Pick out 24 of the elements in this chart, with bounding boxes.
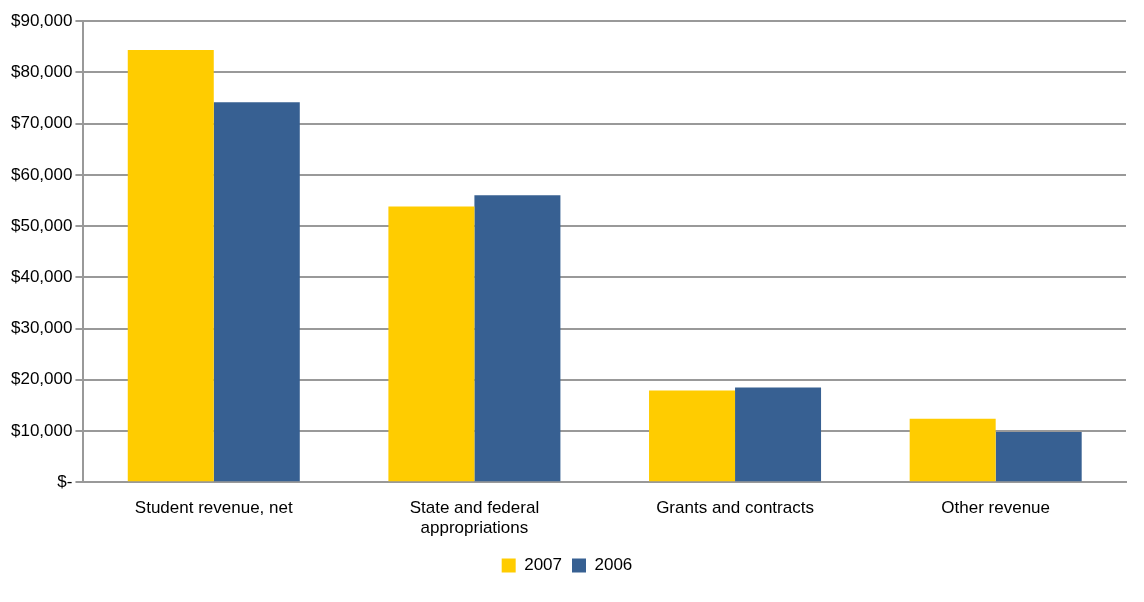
bar [995,432,1082,482]
bar [649,390,736,482]
bar [735,387,822,482]
legend-label: 2006 [594,555,633,575]
legend-label: 2007 [524,555,563,575]
y-tick-label: $50,000 [11,215,73,235]
y-tick-label: $10,000 [11,420,73,440]
y-tick-label: $40,000 [11,267,73,286]
x-tick-label: Other revenue [941,498,1051,518]
bar [474,195,561,482]
bar [213,102,300,482]
y-tick-label: $60,000 [11,164,73,184]
y-tick-label: $70,000 [11,113,73,133]
bar [127,49,214,482]
x-tick-label: State and federal appropriations [409,498,540,538]
bar [388,206,475,482]
y-tick-label: $80,000 [11,62,73,82]
y-tick-label: $- [57,471,73,491]
y-tick-label: $30,000 [11,318,73,338]
y-tick-label: $20,000 [11,369,73,389]
bar [909,418,996,482]
y-tick-label: $90,000 [11,10,73,30]
x-tick-label: Grants and contracts [656,498,814,518]
x-tick-label: Student revenue, net [134,498,293,518]
